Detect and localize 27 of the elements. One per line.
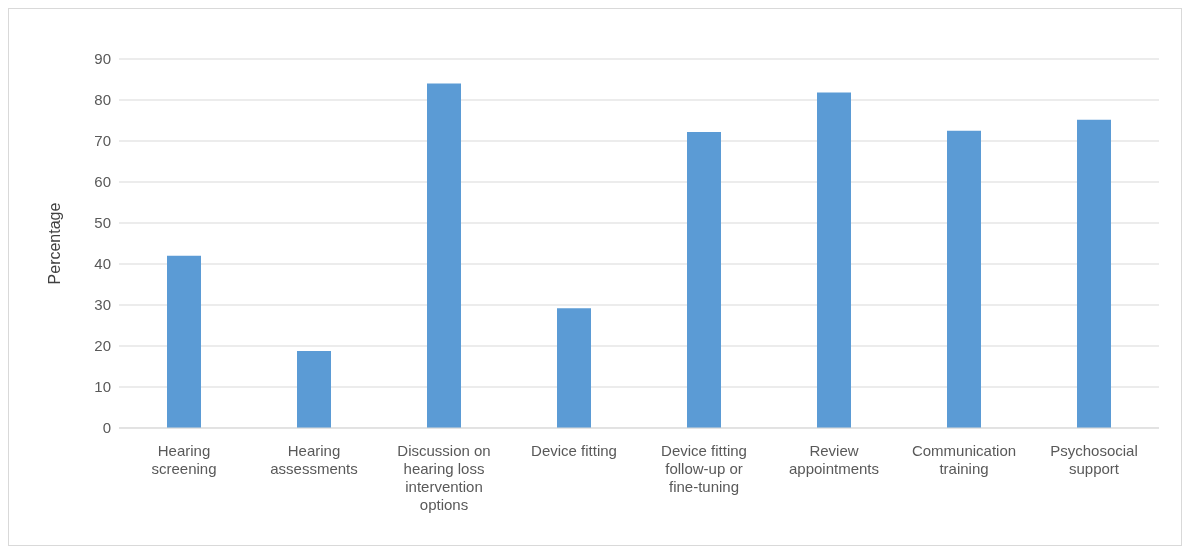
bar [557,308,591,428]
x-tick-label: Psychosocial support [1050,442,1138,477]
y-tick-label: 90 [94,50,111,68]
y-tick-label: 0 [102,419,111,437]
bar [1077,119,1111,428]
x-tick-label: Discussion on hearing loss intervention options [397,442,491,513]
y-tick-label: 70 [94,132,111,150]
bar [947,130,981,428]
y-tick-label: 40 [94,255,111,273]
x-tick-label: Device fitting follow-up or fine-tuning [661,442,747,495]
y-tick-label: 30 [94,296,111,314]
y-axis-title: Percentage [45,202,63,285]
y-tick-label: 20 [94,337,111,355]
x-tick-label: Communication training [911,442,1017,477]
bar [817,92,851,428]
y-tick-label: 50 [94,214,111,232]
y-tick-label: 10 [94,378,111,396]
y-tick-label: 60 [94,173,111,191]
bar [167,255,201,428]
x-tick-label: Review appointments [788,442,880,477]
bar [687,131,721,428]
y-tick-label: 80 [94,91,111,109]
x-tick-label: Hearing screening [151,442,217,477]
bar [297,350,331,428]
x-tick-label: Device fitting [531,442,617,459]
x-tick-label: Hearing assessments [270,442,358,477]
bar [427,83,461,428]
